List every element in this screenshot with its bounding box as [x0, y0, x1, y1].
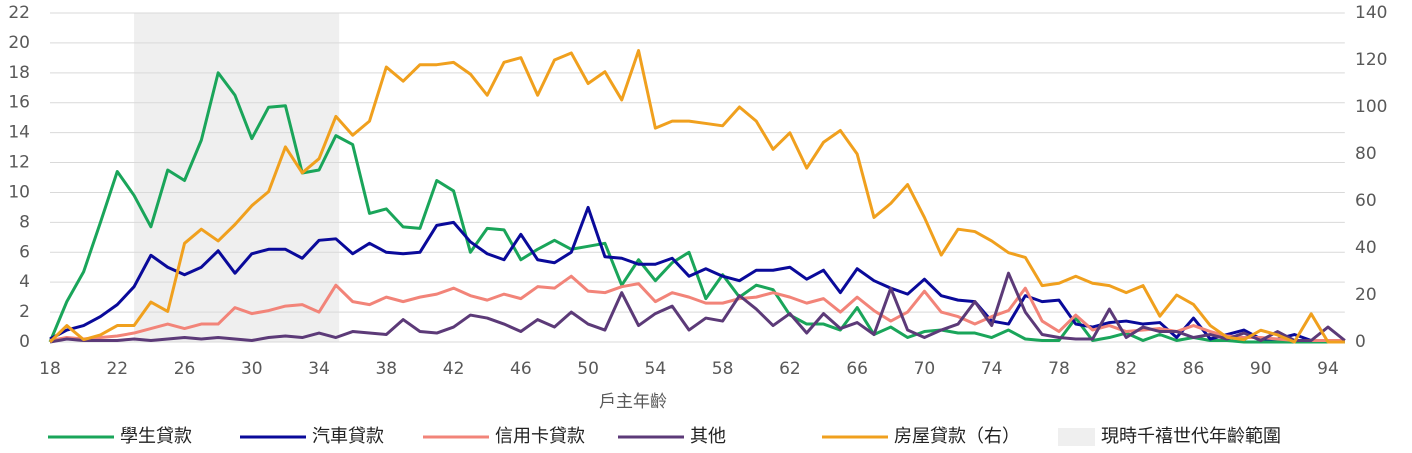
legend-label: 其他 — [690, 426, 726, 447]
y-tick-label: 20 — [8, 33, 30, 53]
y-tick-label: 18 — [8, 63, 30, 83]
legend-label: 汽車貸款 — [312, 426, 384, 447]
x-tick-label: 70 — [914, 359, 936, 379]
y2-tick-label: 40 — [1355, 238, 1377, 258]
x-tick-label: 54 — [645, 359, 667, 379]
y2-tick-label: 60 — [1355, 191, 1377, 211]
y2-tick-label: 80 — [1355, 144, 1377, 164]
x-tick-label: 58 — [712, 359, 734, 379]
y-tick-label: 10 — [8, 182, 30, 202]
x-tick-label: 50 — [577, 359, 599, 379]
legend-label: 信用卡貸款 — [495, 426, 585, 447]
x-tick-label: 46 — [510, 359, 532, 379]
y2-tick-label: 140 — [1355, 3, 1387, 23]
legend-label: 現時千禧世代年齡範圍 — [1101, 426, 1281, 447]
series-line — [48, 49, 1345, 344]
legend-swatch — [1058, 428, 1095, 446]
x-tick-label: 22 — [106, 359, 128, 379]
series-line — [49, 271, 1346, 344]
y-tick-label: 12 — [8, 153, 30, 173]
x-tick-label: 90 — [1250, 359, 1272, 379]
y-tick-label: 0 — [19, 332, 30, 352]
x-tick-label: 30 — [241, 359, 263, 379]
x-axis-label: 戶主年齡 — [599, 392, 667, 412]
y-tick-label: 22 — [8, 3, 30, 23]
x-tick-label: 94 — [1317, 359, 1339, 379]
legend-label: 學生貸款 — [120, 426, 192, 447]
x-tick-label: 42 — [443, 359, 465, 379]
x-tick-label: 26 — [174, 359, 196, 379]
y-tick-label: 14 — [8, 123, 30, 143]
y-tick-label: 6 — [19, 242, 30, 262]
y-tick-label: 2 — [19, 302, 30, 322]
y-tick-label: 8 — [19, 212, 30, 232]
x-tick-label: 18 — [39, 359, 61, 379]
x-tick-label: 38 — [375, 359, 397, 379]
y-tick-label: 4 — [19, 272, 30, 292]
series-line — [49, 205, 1345, 343]
y2-tick-label: 120 — [1355, 50, 1387, 70]
y2-tick-label: 20 — [1355, 285, 1377, 305]
x-tick-label: 66 — [846, 359, 868, 379]
x-tick-label: 62 — [779, 359, 801, 379]
y2-tick-label: 0 — [1355, 332, 1366, 352]
y-tick-label: 16 — [8, 93, 30, 113]
x-tick-label: 34 — [308, 359, 330, 379]
x-tick-label: 86 — [1183, 359, 1205, 379]
millennial-band — [134, 13, 340, 342]
x-tick-label: 78 — [1048, 359, 1070, 379]
y2-tick-label: 100 — [1355, 97, 1387, 117]
x-tick-label: 82 — [1115, 359, 1137, 379]
legend-label: 房屋貸款（右） — [894, 426, 1020, 447]
x-tick-label: 74 — [981, 359, 1003, 379]
series-line — [49, 274, 1345, 343]
